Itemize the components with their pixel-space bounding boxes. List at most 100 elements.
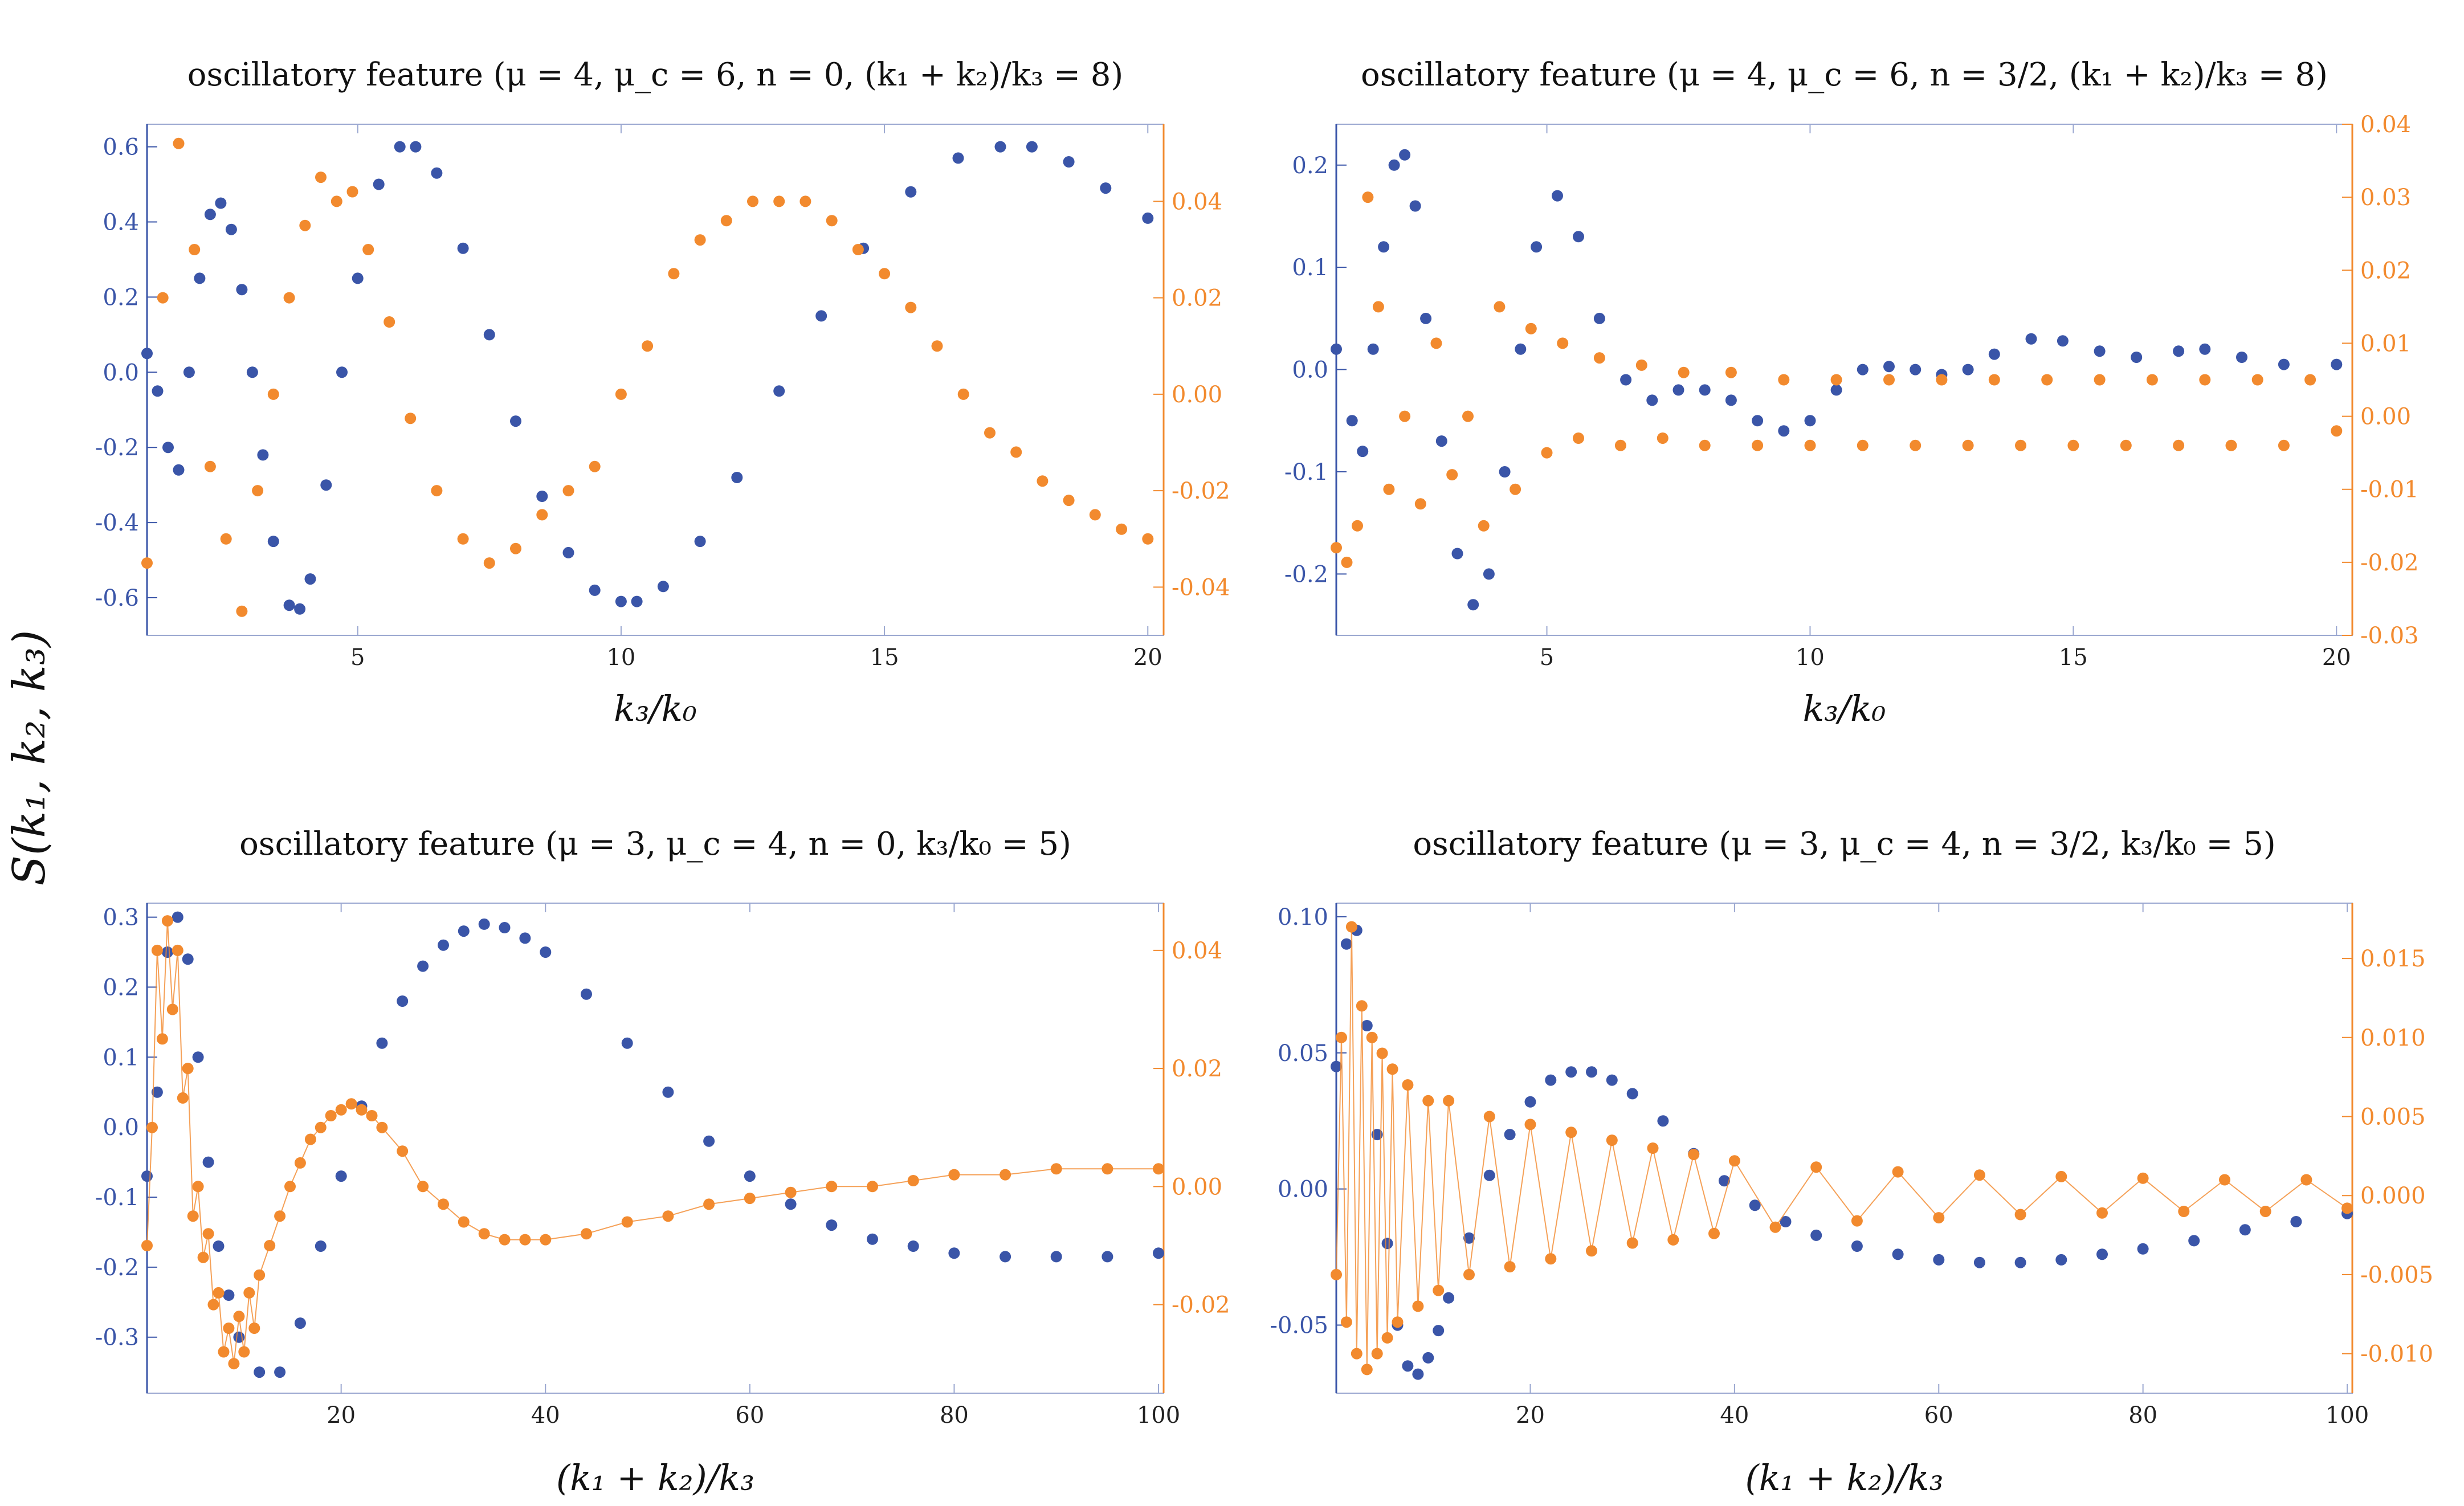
data-point-blue [397,995,409,1007]
left-tick-label: 0.00 [1278,1177,1328,1203]
data-point-blue [257,449,269,461]
data-point-blue [1531,241,1543,253]
data-point-orange [1635,359,1647,371]
series-orange [141,137,1154,617]
data-point-blue [141,348,153,360]
data-point-orange [519,1234,531,1246]
right-tick-label: 0.04 [1172,189,1222,215]
data-point-blue [1565,1066,1577,1078]
data-point-orange [1381,1332,1393,1344]
data-point-orange [2225,439,2237,451]
data-point-orange [1525,323,1537,334]
data-point-orange [1331,542,1342,554]
data-point-orange [1345,921,1357,933]
data-point-orange [1376,1047,1388,1059]
data-point-orange [1973,1169,1985,1181]
data-point-orange [1725,366,1737,378]
data-point-blue [304,573,316,585]
data-point-orange [1050,1163,1062,1175]
chart-title: oscillatory feature (μ = 4, μ_c = 6, n =… [1361,56,2328,93]
data-point-orange [189,244,201,255]
data-point-orange [161,915,173,927]
data-point-orange [867,1181,878,1193]
data-point-orange [1430,337,1442,349]
data-point-orange [325,1110,337,1121]
data-point-blue [1851,1240,1863,1252]
data-point-orange [141,1240,153,1251]
data-point-blue [1780,1216,1792,1227]
left-tick-label: -0.2 [1284,561,1328,587]
right-tick-label: 0.005 [2360,1104,2426,1130]
left-tick-label: 0.3 [103,905,139,931]
data-point-blue [2055,1254,2067,1266]
data-point-blue [438,939,449,951]
data-point-blue [815,310,827,322]
data-point-blue [2239,1224,2251,1236]
data-point-orange [744,1193,756,1205]
data-point-orange [2300,1174,2312,1186]
data-point-blue [1357,446,1369,458]
data-point-orange [1778,374,1790,386]
data-point-orange [1752,439,1764,451]
left-tick-label: -0.6 [95,585,139,611]
data-point-orange [1910,439,1922,451]
data-point-blue [267,536,279,548]
data-point-blue [703,1135,715,1147]
data-point-blue [1499,466,1511,477]
x-tick-label: 5 [1540,644,1554,671]
data-point-blue [352,272,364,284]
data-point-orange [540,1234,552,1246]
data-point-blue [1657,1115,1669,1127]
data-point-blue [1378,241,1390,253]
right-tick-label: -0.005 [2360,1262,2433,1288]
data-point-orange [362,244,374,255]
series-blue [141,141,1154,615]
data-point-orange [826,215,838,227]
x-tick-label: 80 [940,1402,969,1429]
data-point-blue [373,178,385,190]
data-point-orange [1372,301,1384,313]
data-point-orange [1422,1095,1434,1107]
data-point-blue [2025,333,2037,345]
x-tick-label: 100 [2326,1402,2369,1429]
x-tick-label: 15 [2059,644,2088,671]
data-point-blue [236,284,248,296]
panel-top-right: oscillatory feature (μ = 4, μ_c = 6, n =… [1284,56,2419,729]
data-point-orange [151,944,163,956]
data-point-blue [1388,159,1400,171]
data-point-orange [1524,1119,1536,1130]
data-point-blue [2290,1216,2302,1227]
data-point-blue [457,242,469,254]
data-point-orange [405,413,417,425]
data-point-blue [376,1037,388,1049]
data-point-blue [202,1156,214,1168]
right-tick-label: -0.010 [2360,1341,2433,1368]
data-point-orange [1414,498,1426,510]
data-point-orange [1153,1163,1164,1175]
data-point-blue [1830,384,1842,396]
x-tick-label: 20 [1516,1402,1545,1429]
data-point-blue [1573,231,1584,243]
data-point-blue [335,1170,347,1182]
right-tick-label: -0.02 [1172,478,1230,504]
series-line-orange [1336,927,2348,1370]
data-point-orange [2096,1207,2108,1219]
data-point-orange [2146,374,2158,386]
left-tick-label: 0.0 [103,1115,139,1141]
data-point-blue [2057,335,2069,347]
data-point-orange [1089,509,1101,521]
data-point-orange [589,460,601,472]
right-tick-label: 0.03 [2360,185,2411,211]
data-point-blue [1026,141,1038,153]
data-point-blue [662,1086,674,1098]
data-point-blue [417,960,429,972]
data-point-orange [1356,1000,1368,1012]
data-point-orange [417,1181,429,1193]
chart-title: oscillatory feature (μ = 4, μ_c = 6, n =… [187,56,1123,93]
data-point-orange [1361,1364,1373,1376]
data-point-orange [238,1346,250,1358]
data-point-orange [1586,1245,1597,1257]
data-point-orange [2304,374,2316,386]
right-tick-label: 0.04 [1172,938,1222,964]
data-point-blue [172,911,183,923]
